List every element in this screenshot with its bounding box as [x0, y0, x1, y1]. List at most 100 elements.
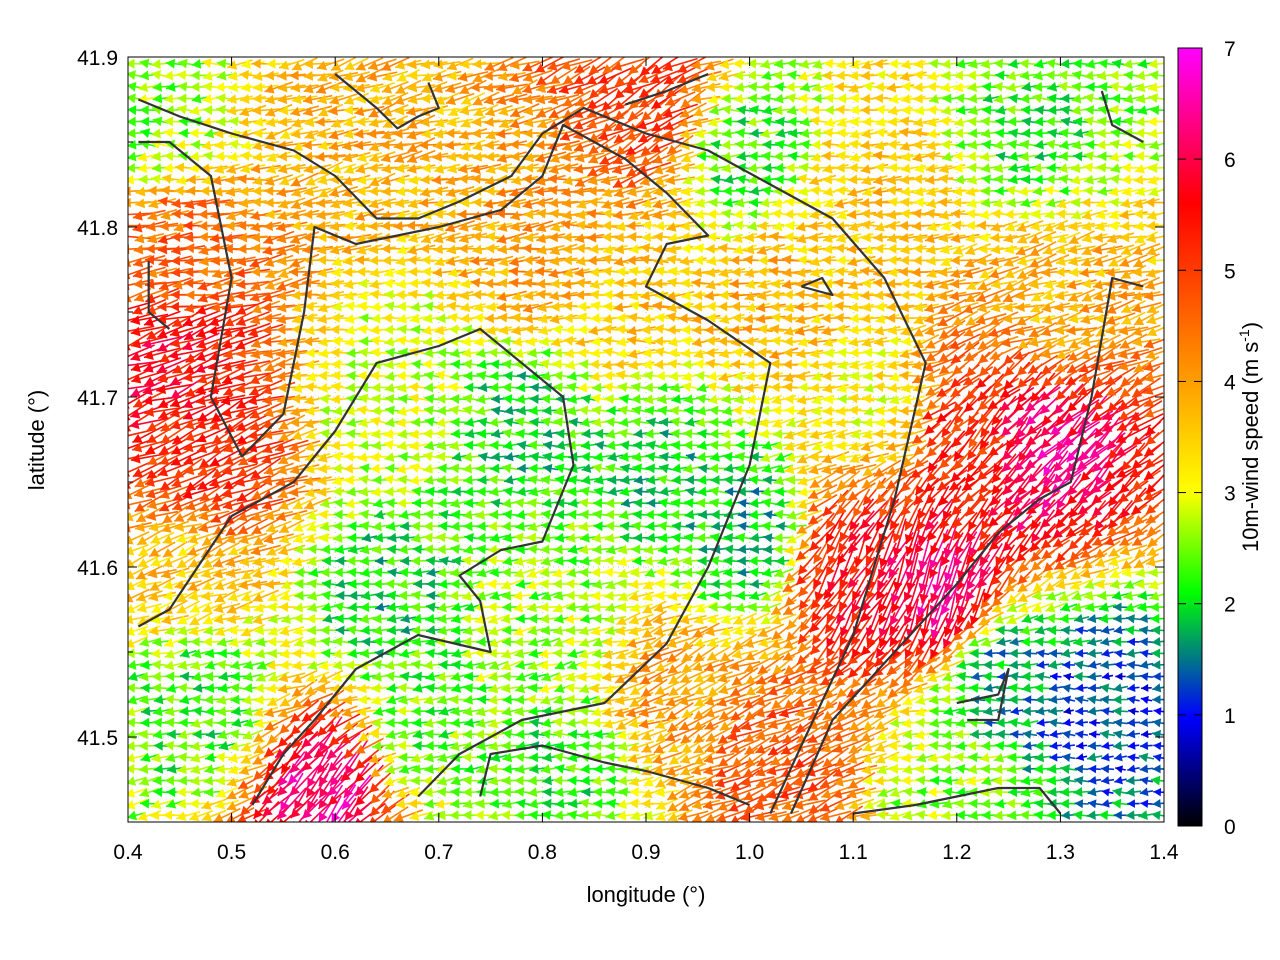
wind-arrow-head — [332, 475, 343, 486]
wind-arrow-head — [385, 347, 395, 358]
wind-arrow-head — [278, 117, 288, 127]
wind-arrow-head — [357, 324, 368, 335]
wind-arrow-head — [243, 718, 254, 728]
wind-arrow-shaft — [128, 460, 154, 473]
wind-arrow-head — [225, 221, 235, 231]
wind-arrow-head — [128, 490, 133, 499]
wind-arrow-head — [319, 660, 329, 671]
wind-arrow-head — [278, 568, 288, 578]
wind-arrow-head — [356, 116, 366, 127]
wind-arrow-head — [359, 440, 369, 451]
wind-arrow-head — [370, 83, 381, 93]
wind-arrow-head — [384, 741, 395, 752]
wind-arrow-head — [216, 116, 226, 127]
wind-arrow-head — [358, 393, 369, 404]
wind-arrow-head — [279, 60, 290, 70]
wind-arrow-head — [322, 613, 333, 624]
wind-arrow-head — [189, 128, 199, 139]
wind-arrow-head — [225, 186, 236, 197]
wind-arrow-head — [276, 314, 287, 325]
wind-arrow-head — [172, 364, 183, 374]
wind-arrow-head — [186, 174, 196, 185]
wind-arrow-head — [317, 370, 328, 381]
wind-arrow-head — [210, 501, 221, 511]
wind-arrow-head — [153, 763, 164, 774]
wind-arrow-head — [347, 636, 357, 647]
wind-arrow-head — [292, 648, 302, 659]
wind-arrow-head — [344, 451, 354, 462]
wind-arrow-head — [215, 93, 226, 104]
wind-arrow-head — [384, 486, 394, 497]
wind-arrow-head — [331, 61, 342, 71]
wind-arrow-head — [163, 70, 174, 81]
wind-arrow-head — [370, 325, 380, 335]
wind-arrow-head — [262, 325, 272, 336]
wind-arrow-head — [128, 345, 131, 351]
wind-arrow-head — [318, 382, 328, 393]
wind-arrow-head — [236, 305, 247, 315]
wind-arrow-head — [277, 394, 287, 405]
wind-arrow-head — [264, 176, 275, 186]
wind-arrow-head — [139, 694, 149, 705]
wind-arrow-head — [128, 116, 136, 127]
wind-arrow-head — [171, 478, 182, 488]
wind-arrow-head — [345, 498, 355, 509]
wind-arrow-head — [292, 383, 303, 393]
wind-arrow-head — [128, 581, 136, 591]
wind-arrow-head — [383, 278, 393, 289]
wind-arrow-head — [229, 116, 239, 127]
wind-arrow-head — [149, 547, 160, 557]
wind-arrow-head — [177, 636, 188, 647]
wind-arrow-head — [133, 278, 143, 289]
wind-arrow-head — [303, 209, 313, 220]
wind-arrow-head — [226, 105, 237, 116]
wind-arrow-head — [252, 93, 262, 104]
wind-arrow-head — [343, 129, 354, 139]
wind-arrow-head — [345, 382, 355, 393]
wind-arrow-head — [118, 305, 128, 315]
wind-arrow-head — [170, 255, 181, 266]
wind-arrow-head — [197, 293, 209, 303]
wind-arrow-head — [202, 580, 213, 591]
wind-arrow-head — [355, 73, 367, 83]
wind-arrow-head — [223, 243, 233, 254]
wind-arrow-head — [184, 278, 194, 289]
wind-arrow-head — [262, 429, 273, 440]
wind-arrow-head — [319, 428, 330, 439]
wind-arrow-head — [240, 150, 250, 161]
wind-arrow-head — [152, 116, 163, 127]
wind-arrow-head — [320, 405, 330, 416]
wind-arrow-head — [385, 764, 396, 775]
wind-arrow-head — [381, 186, 391, 197]
wind-arrow-head — [132, 468, 144, 477]
wind-arrow-head — [128, 272, 131, 280]
wind-arrow-head — [305, 359, 315, 370]
wind-arrow-head — [332, 648, 343, 659]
wind-arrow-head — [318, 188, 329, 198]
wind-arrow-head — [342, 799, 352, 810]
wind-arrow-head — [266, 818, 271, 822]
wind-arrow-head — [140, 798, 150, 809]
wind-arrow-head — [128, 70, 136, 81]
wind-arrow-head — [213, 568, 223, 579]
wind-arrow-head — [358, 278, 368, 289]
wind-arrow-head — [216, 788, 227, 798]
wind-arrow-head — [178, 128, 188, 139]
wind-arrow-head — [358, 486, 369, 497]
wind-arrow-head — [371, 544, 382, 555]
wind-arrow-head — [216, 104, 226, 115]
wind-arrow-head — [176, 558, 188, 568]
wind-arrow-head — [225, 534, 236, 544]
wind-arrow-head — [333, 509, 343, 520]
wind-arrow-head — [138, 626, 149, 636]
wind-arrow-head — [346, 625, 357, 635]
wind-arrow-head — [385, 729, 396, 740]
wind-arrow-head — [332, 428, 342, 439]
wind-arrow-head — [139, 787, 150, 798]
wind-arrow-head — [191, 694, 201, 705]
wind-arrow-head — [331, 451, 342, 462]
wind-arrow-head — [372, 741, 382, 751]
wind-arrow-head — [356, 719, 367, 729]
wind-arrow-head — [130, 326, 141, 337]
wind-arrow-head — [360, 567, 371, 578]
